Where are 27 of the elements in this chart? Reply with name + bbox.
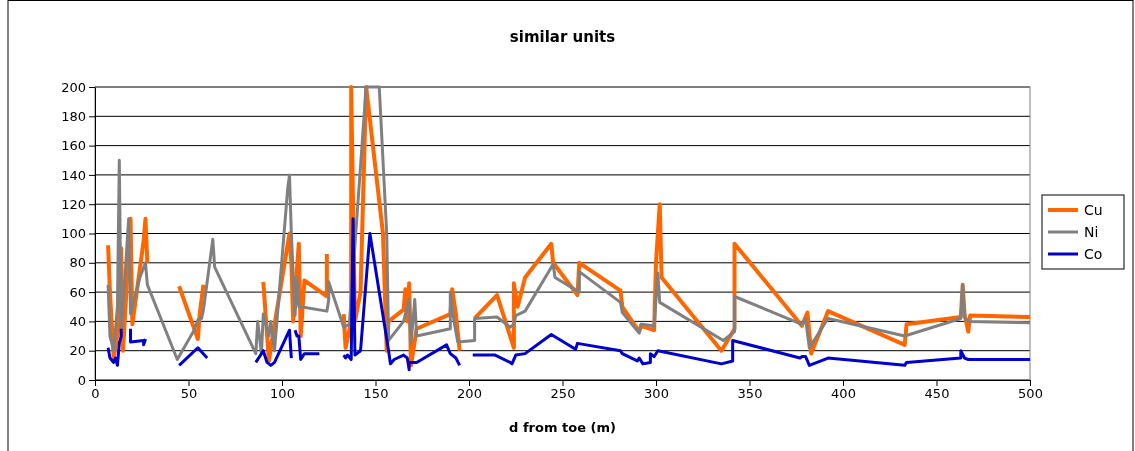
y-tick-label: 140 (61, 167, 86, 183)
x-tick-label: 100 (270, 386, 295, 402)
x-tick-label: 500 (1018, 386, 1043, 402)
y-tick-label: 0 (77, 372, 86, 388)
x-tick-label: 400 (831, 386, 856, 402)
x-tick-label: 200 (457, 386, 482, 402)
legend-label: Cu (1084, 202, 1103, 218)
x-tick-label: 50 (180, 386, 198, 402)
y-tick-label: 40 (69, 314, 86, 330)
y-tick-label: 120 (61, 196, 86, 212)
y-tick-label: 180 (61, 108, 86, 124)
legend-label: Co (1084, 246, 1103, 262)
x-tick-label: 450 (924, 386, 950, 402)
y-tick-label: 20 (69, 343, 86, 359)
x-tick-label: 150 (363, 386, 389, 402)
y-tick-label: 60 (69, 284, 86, 300)
chart-title: similar units (509, 28, 616, 46)
y-tick-label: 80 (69, 255, 86, 271)
x-tick-label: 250 (550, 386, 576, 402)
legend-label: Ni (1084, 224, 1099, 240)
x-tick-label: 350 (737, 386, 763, 402)
x-axis-title: d from toe (m) (509, 420, 616, 435)
y-tick-label: 100 (61, 226, 86, 242)
y-tick-label: 200 (61, 79, 86, 95)
x-tick-label: 0 (91, 386, 100, 402)
x-tick-label: 300 (644, 386, 669, 402)
y-tick-label: 160 (61, 138, 86, 154)
